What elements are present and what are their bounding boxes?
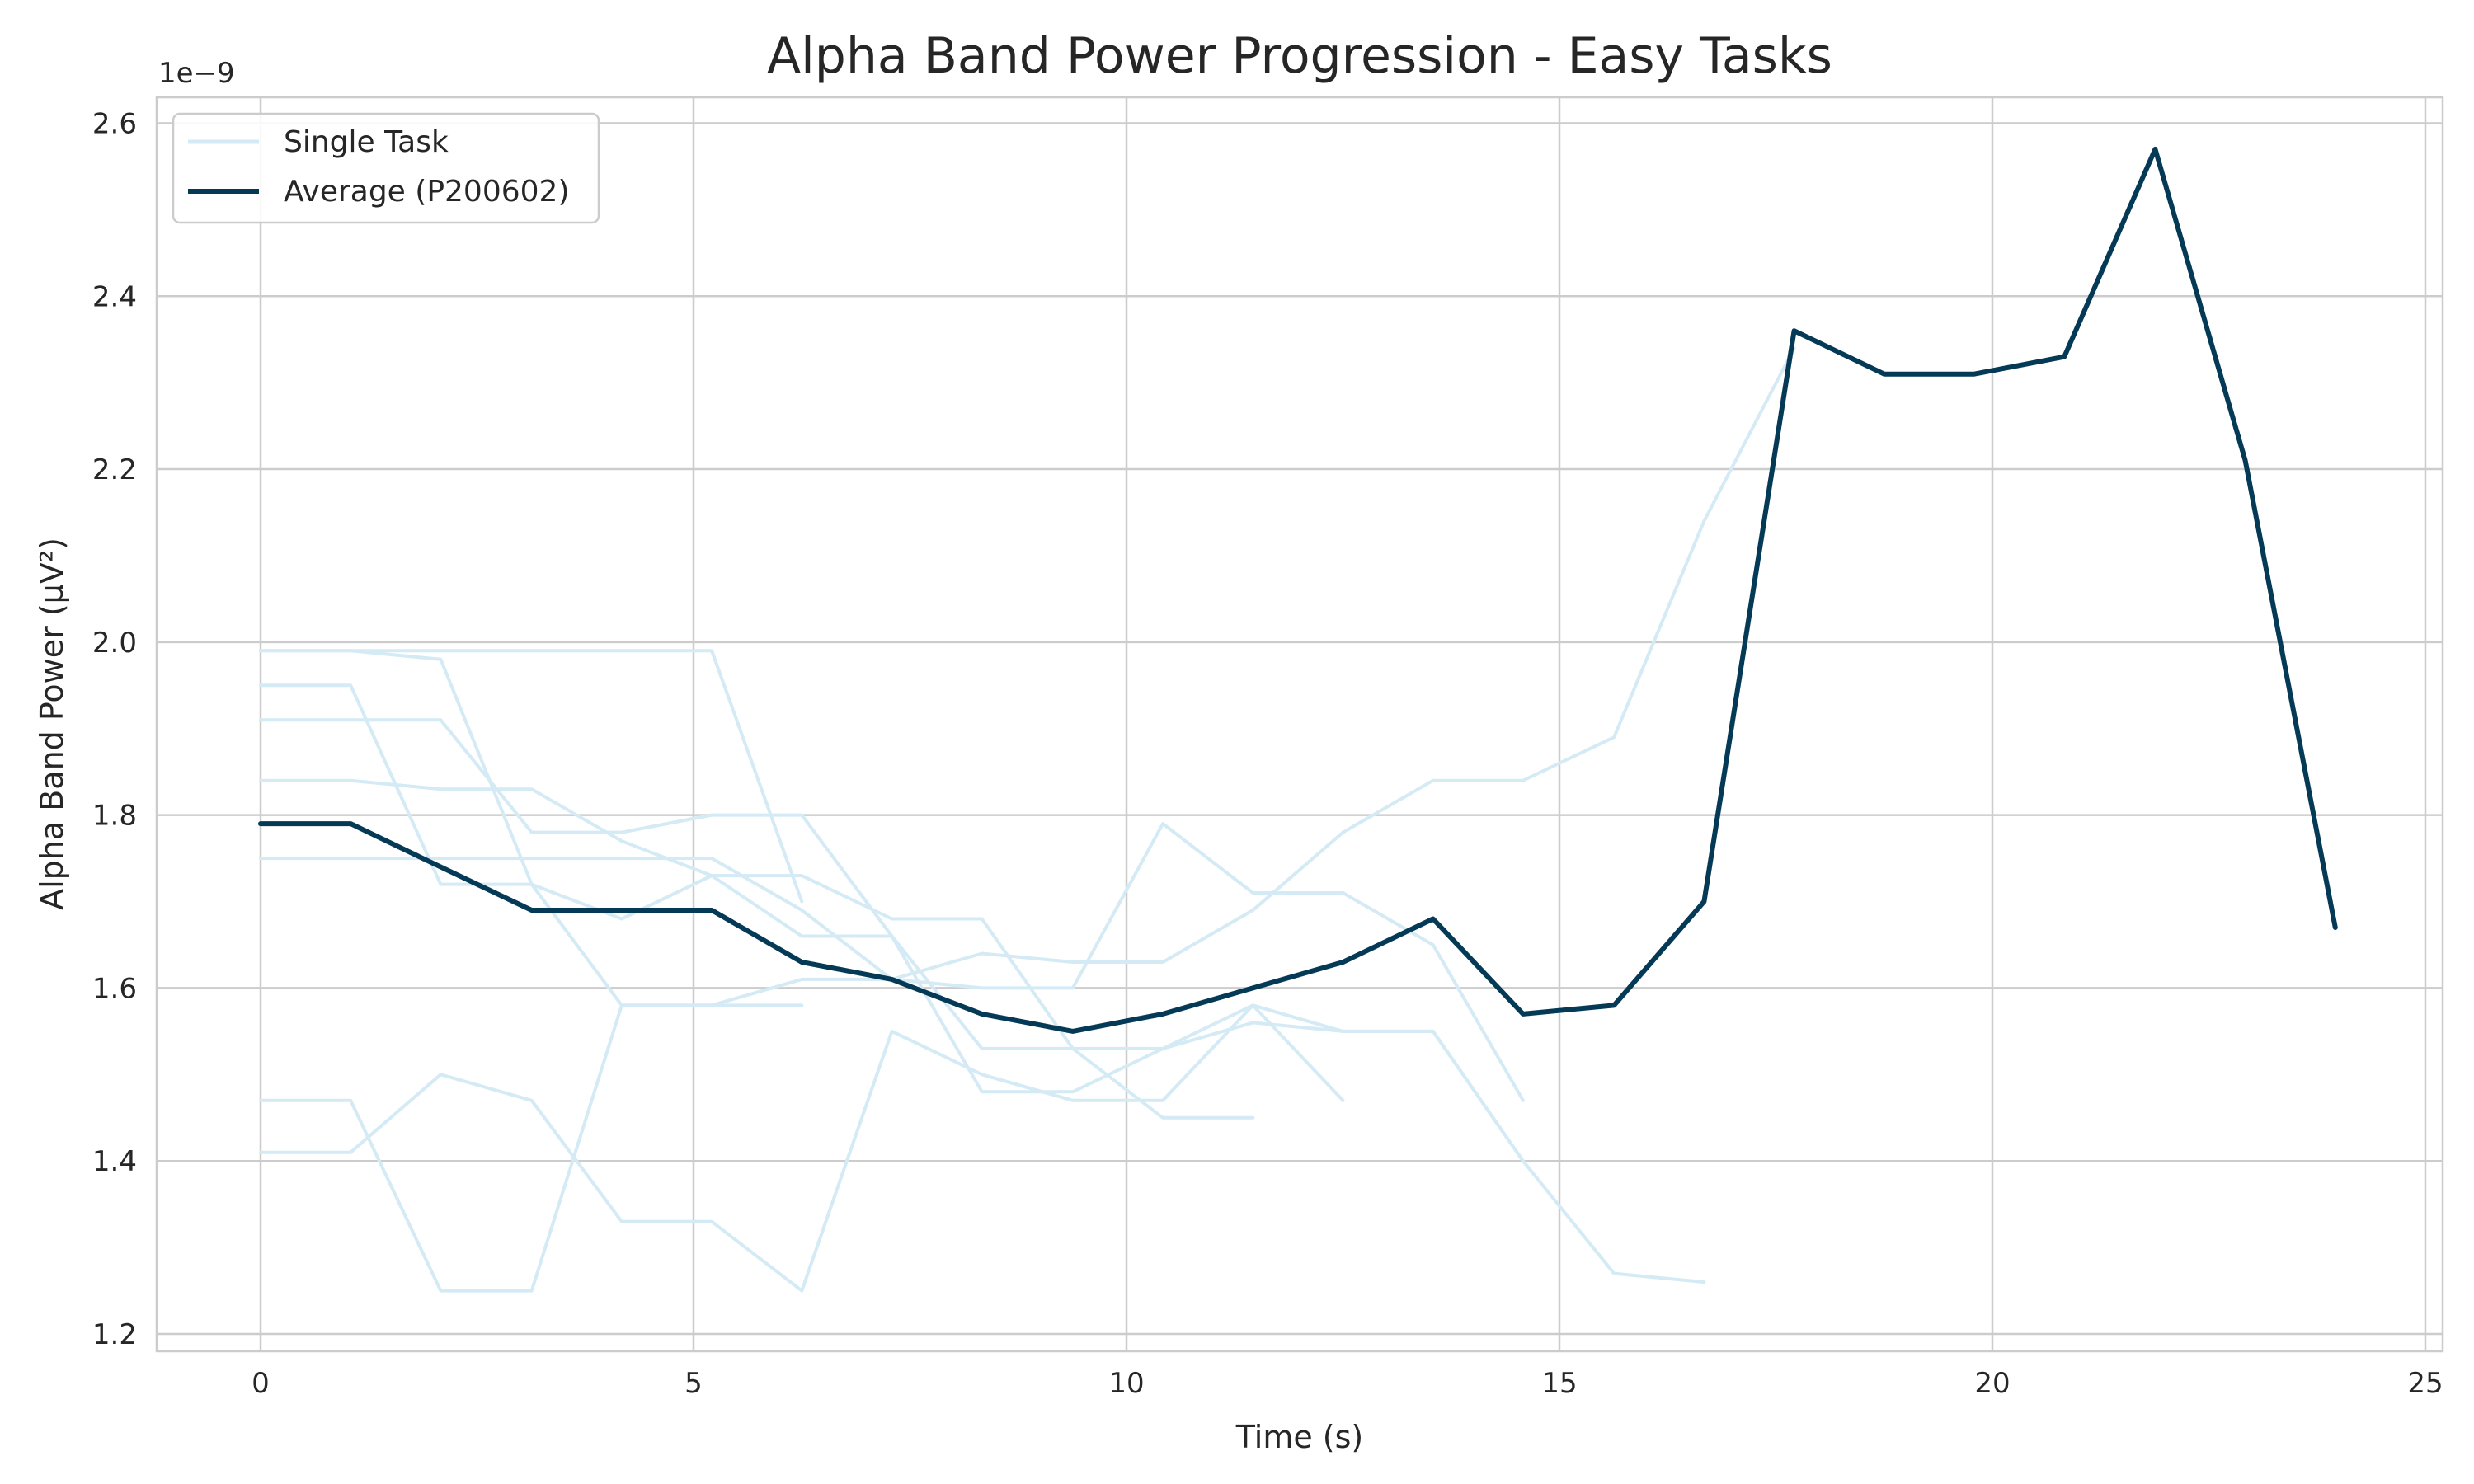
legend: Single Task Average (P200602) [172, 112, 600, 224]
y-tick-label: 1.8 [92, 800, 137, 833]
series-layer [258, 146, 2338, 1293]
series-line-average [258, 146, 2338, 1034]
y-tick-label: 1.6 [92, 972, 137, 1005]
y-tick-label: 2.4 [92, 280, 137, 313]
x-tick-label: 25 [2407, 1367, 2443, 1400]
series-line-single-task [259, 1003, 1706, 1293]
y-tick-label: 1.4 [92, 1145, 137, 1178]
y-tick-label: 2.6 [92, 107, 137, 140]
y-axis-label: Alpha Band Power (µV²) [34, 538, 70, 910]
x-tick-label: 20 [1974, 1367, 2010, 1400]
series-line-single-task [259, 649, 804, 904]
plot-frame [155, 96, 2444, 1353]
chart-title: Alpha Band Power Progression - Easy Task… [767, 27, 1832, 85]
series-line-single-task [259, 346, 1796, 1293]
y-tick-label: 2.0 [92, 627, 137, 660]
y-tick-label: 1.2 [92, 1318, 137, 1351]
y-tick-label: 2.2 [92, 453, 137, 486]
legend-box [172, 112, 600, 224]
series-line-single-task [259, 649, 1255, 1120]
series-line-single-task [259, 778, 1345, 1102]
x-tick-label: 5 [684, 1367, 703, 1400]
x-tick-label: 10 [1108, 1367, 1144, 1400]
grid [157, 97, 2443, 1351]
y-offset-label: 1e−9 [158, 57, 235, 90]
legend-label-single-task: Single Task [284, 125, 449, 159]
x-tick-label: 0 [252, 1367, 270, 1400]
tick-labels: 0 5 10 15 20 25 1.2 1.4 1.6 1.8 2.0 2.2 2.4 2.6 [92, 107, 2443, 1400]
x-tick-label: 15 [1541, 1367, 1577, 1400]
x-axis-label: Time (s) [1235, 1419, 1364, 1455]
legend-label-average: Average (P200602) [284, 175, 570, 209]
